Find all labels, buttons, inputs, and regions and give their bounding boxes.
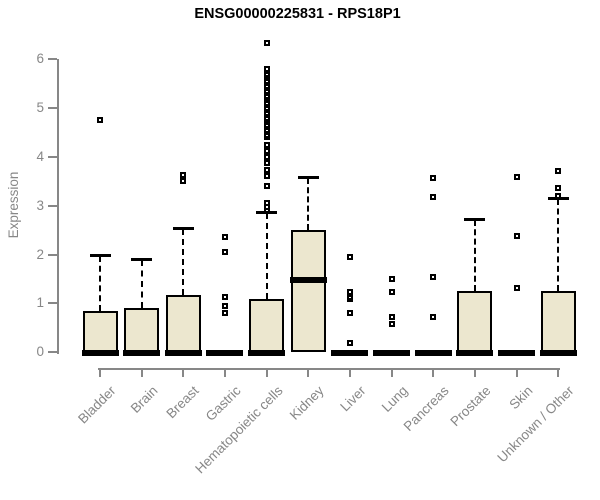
x-tick bbox=[265, 368, 268, 377]
outlier-point bbox=[430, 314, 437, 321]
outlier-point bbox=[346, 340, 353, 347]
outlier-point bbox=[388, 289, 395, 296]
box-prostate bbox=[457, 291, 493, 353]
x-tick bbox=[307, 368, 310, 377]
outlier-point bbox=[180, 172, 187, 179]
y-tick bbox=[48, 302, 57, 305]
outlier-point bbox=[221, 249, 228, 256]
x-tick bbox=[557, 368, 560, 377]
x-tick bbox=[473, 368, 476, 377]
whisker-cap-brain bbox=[131, 258, 153, 262]
whisker-cap-bladder bbox=[89, 253, 111, 257]
median-bladder bbox=[81, 350, 119, 357]
whisker-unknown-other bbox=[557, 199, 560, 292]
x-tick bbox=[99, 368, 101, 377]
outlier-point bbox=[263, 147, 270, 154]
whisker-breast bbox=[182, 228, 185, 295]
x-tick bbox=[140, 368, 143, 377]
outlier-point bbox=[430, 273, 437, 280]
y-tick-label: 2 bbox=[36, 246, 44, 262]
outlier-point bbox=[555, 168, 562, 175]
median-prostate bbox=[456, 350, 494, 357]
x-tick bbox=[390, 368, 393, 377]
y-tick bbox=[48, 57, 57, 60]
outlier-point bbox=[97, 117, 103, 124]
x-tick bbox=[515, 368, 518, 377]
outlier-point bbox=[180, 178, 187, 185]
outlier-point bbox=[430, 193, 437, 200]
median-pancreas bbox=[414, 350, 452, 357]
outlier-point bbox=[513, 173, 520, 180]
x-axis-line bbox=[98, 368, 560, 370]
outlier-point bbox=[263, 160, 270, 167]
median-kidney bbox=[289, 276, 327, 283]
median-brain bbox=[123, 350, 161, 357]
median-liver bbox=[331, 350, 369, 357]
y-axis-line bbox=[57, 58, 59, 355]
y-tick-label: 0 bbox=[36, 344, 44, 360]
x-tick bbox=[348, 368, 351, 377]
y-tick-label: 6 bbox=[36, 50, 44, 66]
y-tick bbox=[48, 106, 57, 109]
outlier-point bbox=[221, 309, 228, 316]
outlier-point bbox=[513, 285, 520, 292]
outlier-point bbox=[430, 175, 437, 182]
outlier-point bbox=[263, 65, 270, 72]
box-brain bbox=[124, 308, 160, 353]
x-tick bbox=[432, 368, 435, 377]
y-tick-label: 1 bbox=[36, 295, 44, 311]
outlier-point bbox=[388, 314, 395, 321]
outlier-point bbox=[555, 192, 562, 199]
median-breast bbox=[164, 350, 202, 357]
outlier-point bbox=[346, 288, 353, 295]
outlier-point bbox=[388, 321, 395, 328]
chart-title: ENSG00000225831 - RPS18P1 bbox=[194, 6, 401, 22]
outlier-point bbox=[221, 302, 228, 309]
outlier-point bbox=[221, 293, 228, 300]
outlier-point bbox=[263, 166, 270, 173]
y-tick bbox=[48, 204, 57, 207]
whisker-prostate bbox=[473, 220, 476, 292]
y-tick-label: 5 bbox=[36, 99, 44, 115]
median-lung bbox=[373, 350, 411, 357]
outlier-point bbox=[263, 153, 270, 160]
outlier-point bbox=[263, 173, 270, 180]
y-tick-label: 3 bbox=[36, 197, 44, 213]
box-hematopoietic-cells bbox=[249, 298, 285, 353]
y-tick-label: 4 bbox=[36, 148, 44, 164]
box-unknown-other bbox=[540, 291, 576, 353]
outlier-point bbox=[221, 234, 228, 241]
outlier-point bbox=[346, 253, 353, 260]
whisker-bladder bbox=[99, 255, 101, 311]
box-breast bbox=[165, 294, 201, 353]
whisker-cap-kidney bbox=[297, 176, 319, 180]
outlier-point bbox=[263, 141, 270, 148]
outlier-point bbox=[263, 200, 270, 207]
x-tick bbox=[223, 368, 226, 377]
outlier-point bbox=[263, 39, 270, 46]
y-tick bbox=[48, 253, 57, 256]
median-gastric bbox=[206, 350, 244, 357]
y-tick bbox=[48, 155, 57, 158]
whisker-brain bbox=[140, 260, 143, 309]
outlier-point bbox=[513, 233, 520, 240]
x-tick bbox=[182, 368, 185, 377]
median-hematopoietic-cells bbox=[248, 350, 286, 357]
outlier-point bbox=[555, 185, 562, 192]
outlier-point bbox=[346, 310, 353, 317]
whisker-hematopoietic-cells bbox=[265, 212, 268, 299]
y-tick bbox=[48, 351, 57, 354]
box-kidney bbox=[290, 230, 326, 353]
median-skin bbox=[498, 350, 536, 357]
outlier-point bbox=[263, 183, 270, 190]
whisker-cap-breast bbox=[172, 226, 194, 230]
median-unknown-other bbox=[539, 350, 577, 357]
whisker-cap-prostate bbox=[464, 218, 486, 222]
box-bladder bbox=[82, 310, 118, 353]
outlier-point bbox=[388, 275, 395, 282]
whisker-kidney bbox=[307, 178, 310, 231]
